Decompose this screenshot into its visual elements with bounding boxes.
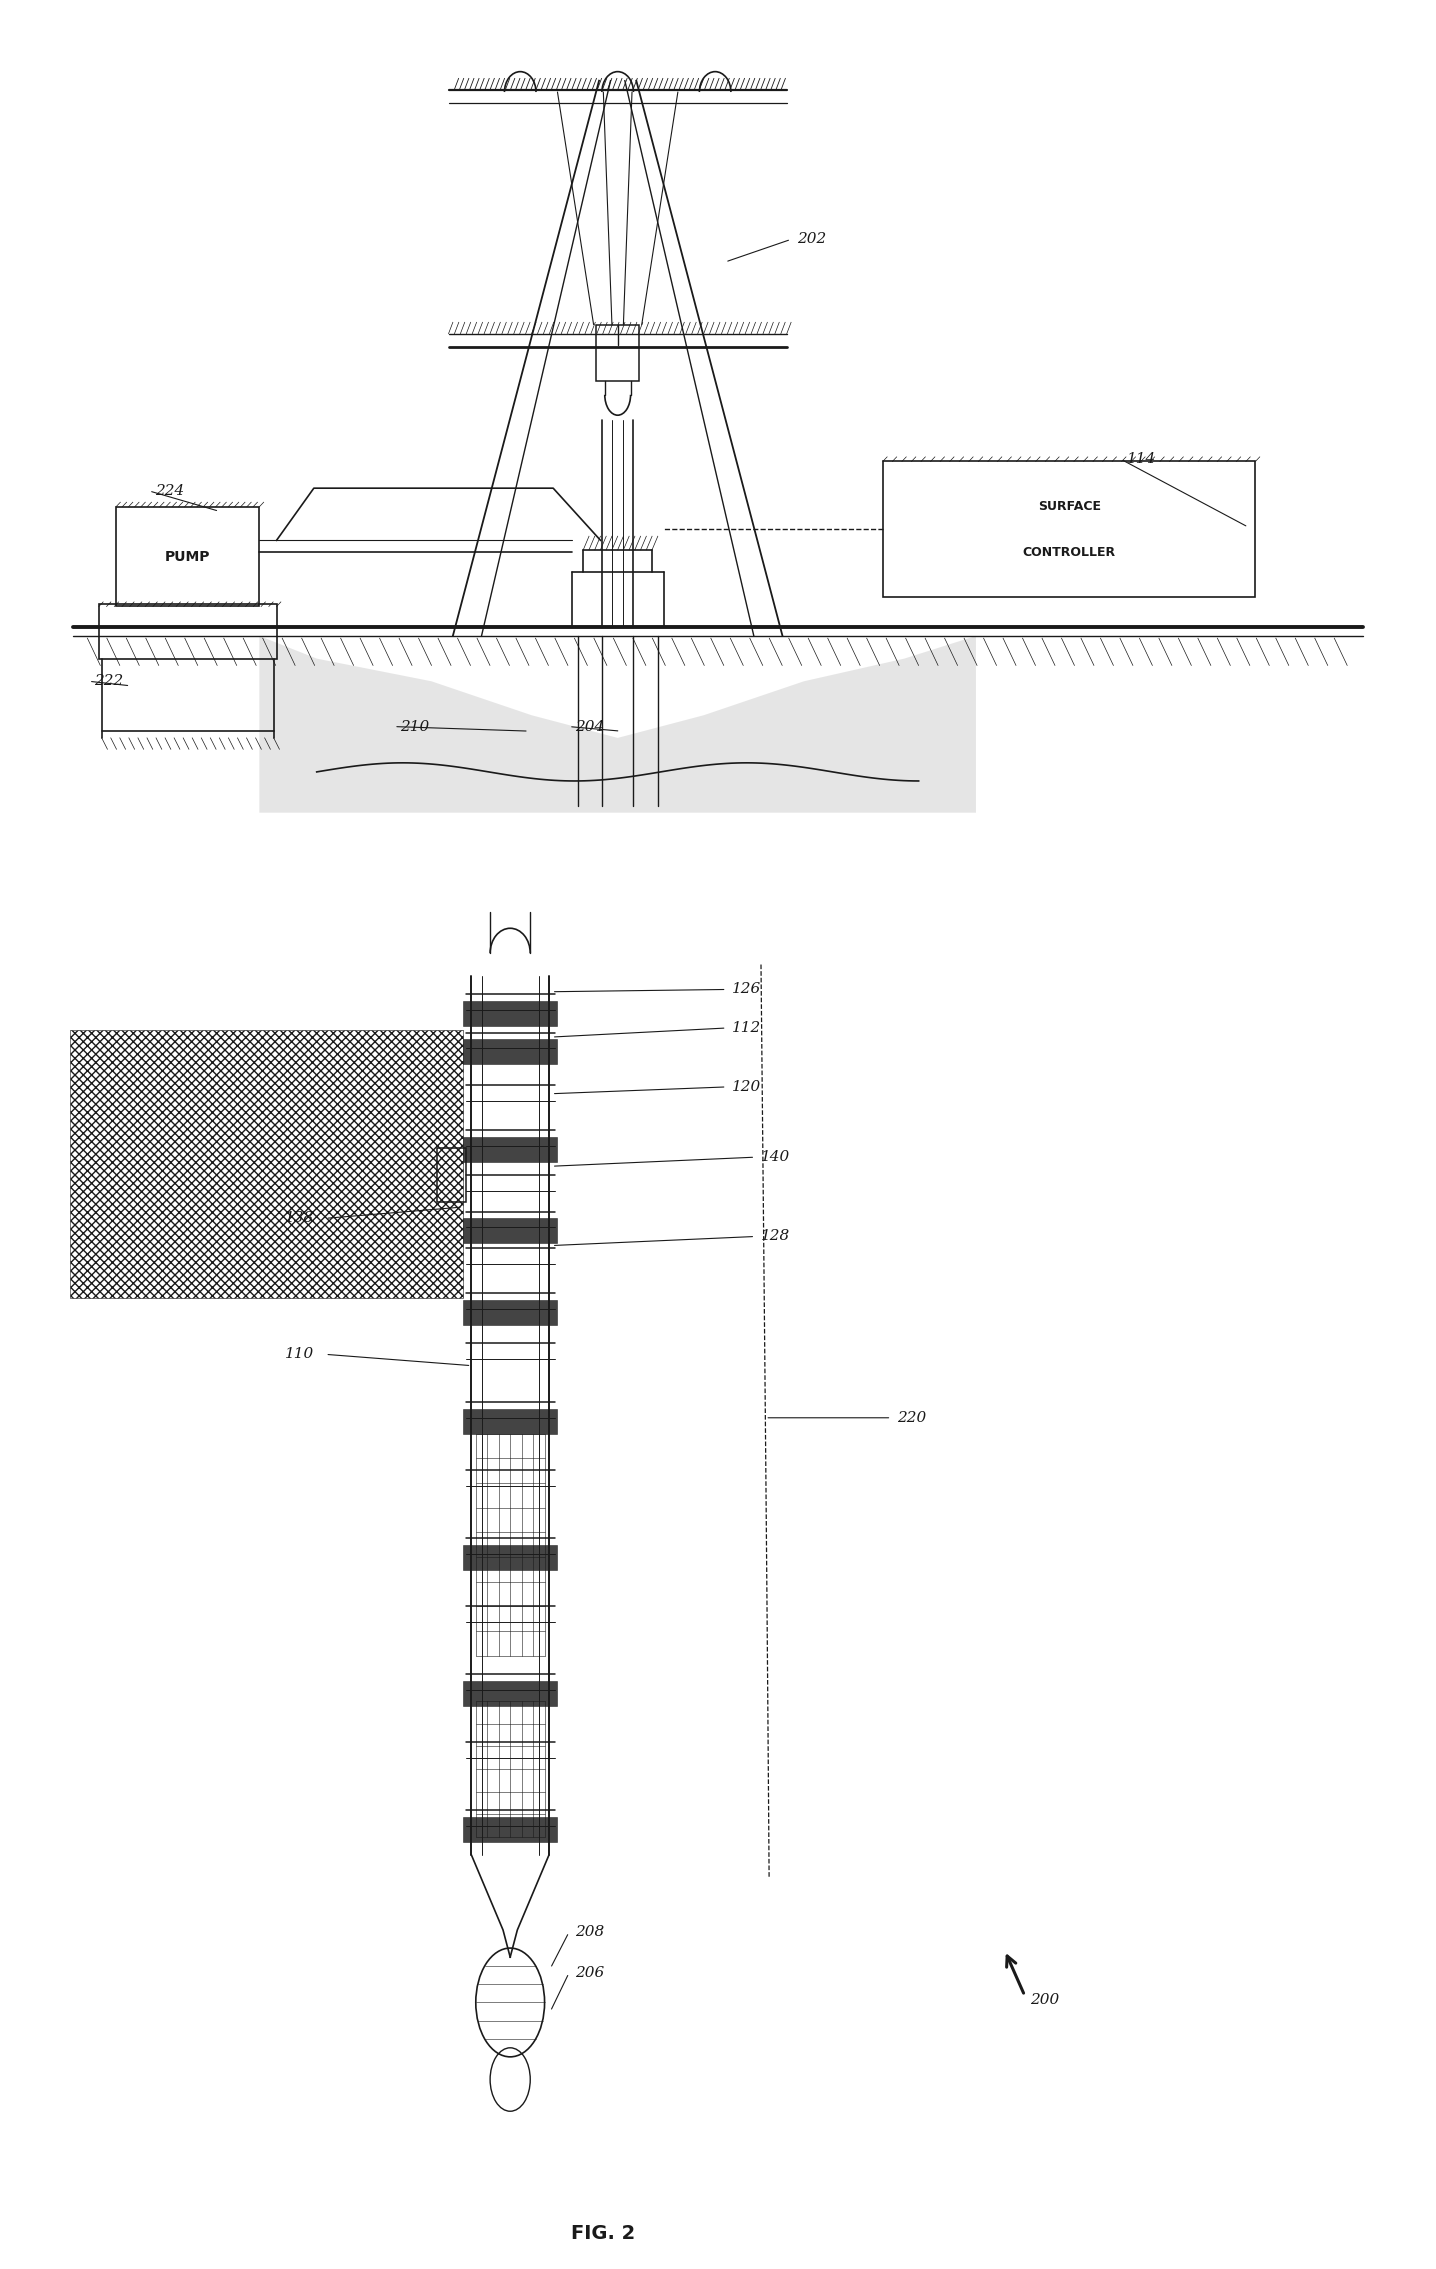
Text: 110: 110 — [286, 1348, 314, 1361]
Text: SURFACE: SURFACE — [1038, 499, 1100, 513]
Text: 126: 126 — [732, 982, 761, 996]
Bar — [462, 1409, 557, 1434]
Text: CONTROLLER: CONTROLLER — [1022, 545, 1116, 558]
Bar — [462, 1001, 557, 1026]
Bar — [99, 604, 277, 658]
Text: 114: 114 — [1126, 452, 1156, 465]
Text: 204: 204 — [574, 719, 605, 733]
Bar — [462, 1039, 557, 1064]
Text: FIG. 2: FIG. 2 — [572, 2224, 636, 2244]
Bar — [116, 506, 260, 606]
Bar — [462, 1218, 557, 1243]
Bar — [462, 1137, 557, 1162]
Text: 210: 210 — [399, 719, 429, 733]
Text: 140: 140 — [761, 1150, 790, 1164]
Text: 200: 200 — [1031, 1992, 1060, 2008]
Text: 206: 206 — [574, 1965, 605, 1981]
Bar — [883, 461, 1255, 597]
Text: 138: 138 — [286, 1212, 314, 1225]
Text: 222: 222 — [95, 674, 123, 688]
Bar — [462, 1300, 557, 1325]
Text: 208: 208 — [574, 1924, 605, 1940]
Text: 120: 120 — [732, 1080, 761, 1094]
Bar — [462, 1681, 557, 1706]
Text: 128: 128 — [761, 1230, 790, 1243]
Text: 202: 202 — [797, 231, 826, 247]
Bar — [70, 1030, 462, 1298]
Text: 224: 224 — [155, 483, 184, 497]
Bar — [462, 1545, 557, 1570]
Text: 112: 112 — [732, 1021, 761, 1035]
Polygon shape — [260, 635, 976, 812]
Bar — [462, 1817, 557, 1842]
Text: PUMP: PUMP — [165, 549, 211, 563]
Text: 220: 220 — [898, 1411, 926, 1425]
Bar — [437, 1148, 465, 1203]
Bar — [596, 324, 639, 381]
